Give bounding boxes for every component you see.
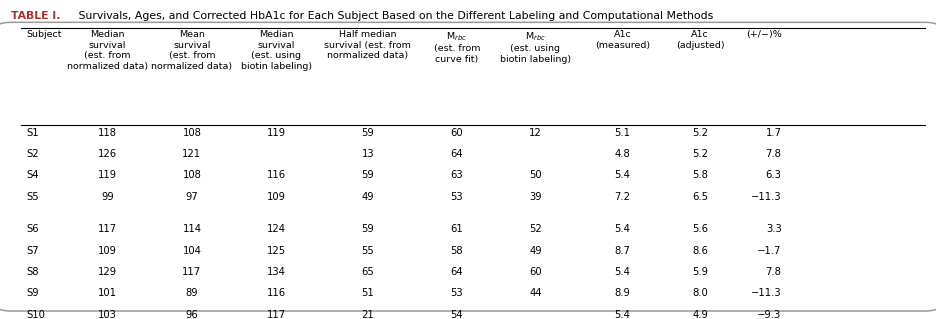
- Text: 96: 96: [185, 310, 198, 319]
- Text: 6.3: 6.3: [766, 170, 782, 180]
- Text: 8.6: 8.6: [693, 246, 708, 256]
- Text: 119: 119: [267, 128, 285, 137]
- Text: 5.4: 5.4: [615, 224, 630, 234]
- Text: 44: 44: [529, 288, 542, 298]
- Text: 49: 49: [361, 192, 374, 202]
- Text: 1.7: 1.7: [766, 128, 782, 137]
- Text: A1c
(measured): A1c (measured): [595, 30, 650, 50]
- Text: 58: 58: [450, 246, 463, 256]
- Text: 7.8: 7.8: [766, 267, 782, 277]
- Text: 60: 60: [450, 128, 463, 137]
- Text: 109: 109: [267, 192, 285, 202]
- Text: 59: 59: [361, 128, 374, 137]
- Text: 103: 103: [98, 310, 117, 319]
- Text: 104: 104: [183, 246, 201, 256]
- Text: 7.2: 7.2: [614, 192, 631, 202]
- Text: 4.8: 4.8: [615, 149, 630, 159]
- Text: M$_{rbc}$
(est. using
biotin labeling): M$_{rbc}$ (est. using biotin labeling): [500, 30, 571, 63]
- Text: 64: 64: [450, 267, 463, 277]
- Text: A1c
(adjusted): A1c (adjusted): [676, 30, 724, 50]
- Text: 99: 99: [101, 192, 114, 202]
- Text: 65: 65: [361, 267, 374, 277]
- Text: 97: 97: [185, 192, 198, 202]
- Text: 5.4: 5.4: [615, 310, 630, 319]
- Text: 60: 60: [529, 267, 542, 277]
- Text: 117: 117: [98, 224, 117, 234]
- Text: 8.9: 8.9: [615, 288, 630, 298]
- Text: S8: S8: [26, 267, 38, 277]
- Text: 53: 53: [450, 192, 463, 202]
- Text: 8.7: 8.7: [615, 246, 630, 256]
- Text: 3.3: 3.3: [766, 224, 782, 234]
- Text: 5.9: 5.9: [692, 267, 709, 277]
- Text: 129: 129: [98, 267, 117, 277]
- Text: 52: 52: [529, 224, 542, 234]
- Text: Mean
survival
(est. from
normalized data): Mean survival (est. from normalized data…: [152, 30, 232, 70]
- Text: 5.4: 5.4: [615, 170, 630, 180]
- Text: 134: 134: [267, 267, 285, 277]
- Text: M$_{rbc}$
(est. from
curve fit): M$_{rbc}$ (est. from curve fit): [433, 30, 480, 63]
- Text: TABLE I.: TABLE I.: [11, 11, 61, 21]
- Text: 118: 118: [98, 128, 117, 137]
- Text: 12: 12: [529, 128, 542, 137]
- Text: 54: 54: [450, 310, 463, 319]
- Text: 101: 101: [98, 288, 117, 298]
- Text: 125: 125: [267, 246, 285, 256]
- Text: 63: 63: [450, 170, 463, 180]
- Text: 8.0: 8.0: [693, 288, 708, 298]
- Text: 121: 121: [183, 149, 201, 159]
- Text: 39: 39: [529, 192, 542, 202]
- Text: S9: S9: [26, 288, 38, 298]
- Text: 5.2: 5.2: [692, 128, 709, 137]
- Text: 59: 59: [361, 224, 374, 234]
- Text: 109: 109: [98, 246, 117, 256]
- Text: 5.8: 5.8: [693, 170, 708, 180]
- Text: 5.1: 5.1: [614, 128, 631, 137]
- Text: S5: S5: [26, 192, 38, 202]
- Text: 5.4: 5.4: [615, 267, 630, 277]
- Text: 116: 116: [267, 170, 285, 180]
- Text: Survivals, Ages, and Corrected HbA1c for Each Subject Based on the Different Lab: Survivals, Ages, and Corrected HbA1c for…: [75, 11, 713, 21]
- Text: 6.5: 6.5: [692, 192, 709, 202]
- Text: −11.3: −11.3: [751, 288, 782, 298]
- Text: 7.8: 7.8: [766, 149, 782, 159]
- Text: S2: S2: [26, 149, 38, 159]
- Text: (+/−)%: (+/−)%: [746, 30, 782, 39]
- Text: 61: 61: [450, 224, 463, 234]
- Text: 13: 13: [361, 149, 374, 159]
- Text: Half median
survival (est. from
normalized data): Half median survival (est. from normaliz…: [325, 30, 411, 60]
- Text: 119: 119: [98, 170, 117, 180]
- Text: S1: S1: [26, 128, 38, 137]
- Text: −9.3: −9.3: [757, 310, 782, 319]
- Text: 124: 124: [267, 224, 285, 234]
- Text: −11.3: −11.3: [751, 192, 782, 202]
- Text: 21: 21: [361, 310, 374, 319]
- Text: 53: 53: [450, 288, 463, 298]
- Text: −1.7: −1.7: [757, 246, 782, 256]
- Text: 89: 89: [185, 288, 198, 298]
- Text: Subject: Subject: [26, 30, 62, 39]
- Text: 5.6: 5.6: [692, 224, 709, 234]
- Text: S4: S4: [26, 170, 38, 180]
- Text: S10: S10: [26, 310, 45, 319]
- Text: Median
survival
(est. from
normalized data): Median survival (est. from normalized da…: [67, 30, 148, 70]
- Text: Median
survival
(est. using
biotin labeling): Median survival (est. using biotin label…: [241, 30, 312, 70]
- Text: 59: 59: [361, 170, 374, 180]
- Text: S7: S7: [26, 246, 38, 256]
- Text: 117: 117: [267, 310, 285, 319]
- Text: 117: 117: [183, 267, 201, 277]
- Text: 126: 126: [98, 149, 117, 159]
- Text: S6: S6: [26, 224, 38, 234]
- Text: 50: 50: [529, 170, 542, 180]
- Text: 4.9: 4.9: [693, 310, 708, 319]
- Text: 51: 51: [361, 288, 374, 298]
- Text: 114: 114: [183, 224, 201, 234]
- Text: 49: 49: [529, 246, 542, 256]
- Text: 108: 108: [183, 128, 201, 137]
- Text: 5.2: 5.2: [692, 149, 709, 159]
- Text: 116: 116: [267, 288, 285, 298]
- Text: 64: 64: [450, 149, 463, 159]
- Text: 108: 108: [183, 170, 201, 180]
- Text: 55: 55: [361, 246, 374, 256]
